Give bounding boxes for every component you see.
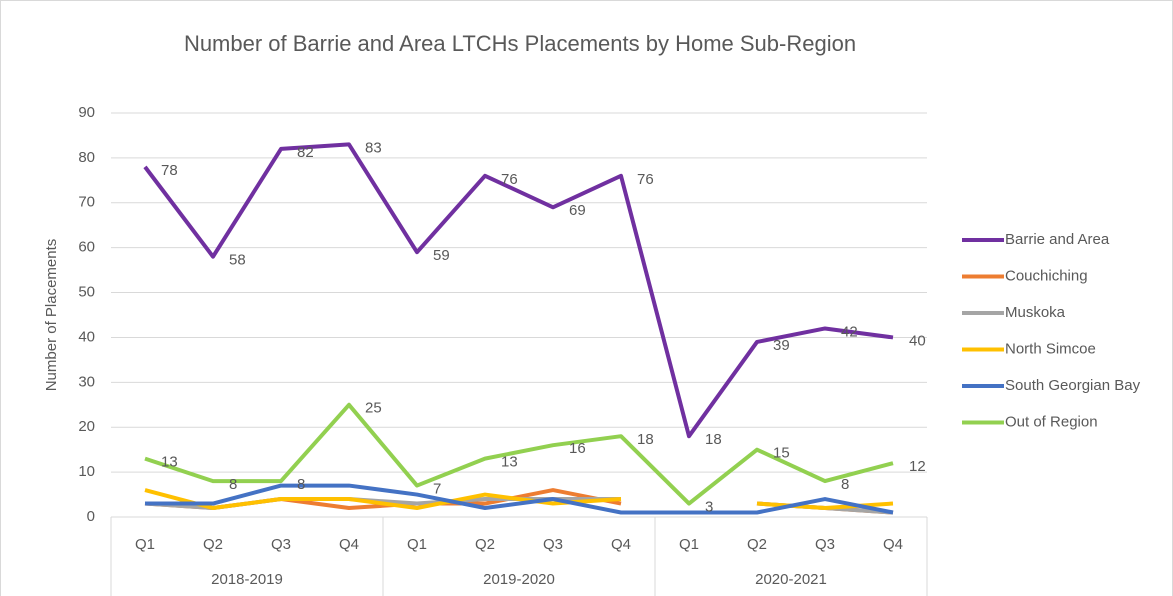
data-label: 8	[297, 476, 305, 493]
data-label: 7	[433, 481, 441, 498]
data-label: 39	[773, 337, 790, 354]
x-tick-label: Q1	[679, 536, 699, 553]
data-label: 40	[909, 332, 926, 349]
data-label: 8	[841, 476, 849, 493]
x-tick-label: Q4	[339, 536, 359, 553]
x-tick-label: Q4	[883, 536, 903, 553]
data-label: 59	[433, 247, 450, 264]
x-tick-label: Q3	[815, 536, 835, 553]
x-tick-label: Q3	[543, 536, 563, 553]
x-tick-label: Q1	[407, 536, 427, 553]
x-tick-label: Q2	[475, 536, 495, 553]
data-label: 13	[161, 454, 178, 471]
y-tick-label: 90	[78, 104, 95, 121]
x-tick-label: Q1	[135, 536, 155, 553]
x-tick-label: Q2	[747, 536, 767, 553]
legend-label: North Simcoe	[1005, 340, 1096, 357]
series-line	[144, 402, 894, 506]
x-tick-label: Q2	[203, 536, 223, 553]
y-axis-label: Number of Placements	[43, 239, 60, 392]
group-label: 2018-2019	[211, 571, 283, 588]
data-label: 3	[705, 499, 713, 516]
data-label: 18	[637, 431, 654, 448]
data-label: 13	[501, 454, 518, 471]
data-label: 83	[365, 139, 382, 156]
x-tick-label: Q4	[611, 536, 631, 553]
chart-title: Number of Barrie and Area LTCHs Placemen…	[184, 31, 856, 56]
legend-label: Out of Region	[1005, 413, 1098, 430]
legend-label: Muskoka	[1005, 304, 1066, 321]
legend-label: Barrie and Area	[1005, 231, 1110, 248]
data-label: 42	[841, 323, 858, 340]
y-tick-label: 20	[78, 418, 95, 435]
series-line	[143, 142, 894, 439]
x-tick-label: Q3	[271, 536, 291, 553]
legend-label: South Georgian Bay	[1005, 377, 1141, 394]
y-tick-label: 30	[78, 373, 95, 390]
data-label: 76	[637, 171, 654, 188]
data-label: 69	[569, 202, 586, 219]
y-tick-label: 40	[78, 328, 95, 345]
y-tick-label: 0	[87, 508, 95, 525]
group-label: 2020-2021	[755, 571, 827, 588]
data-label: 25	[365, 400, 382, 417]
data-label: 12	[909, 458, 926, 475]
y-tick-label: 50	[78, 284, 95, 301]
y-tick-label: 10	[78, 463, 95, 480]
data-label: 16	[569, 440, 586, 457]
y-tick-label: 80	[78, 149, 95, 166]
y-tick-label: 70	[78, 194, 95, 211]
group-label: 2019-2020	[483, 571, 555, 588]
y-tick-label: 60	[78, 239, 95, 256]
data-label: 78	[161, 162, 178, 179]
data-label: 8	[229, 476, 237, 493]
series-line	[145, 483, 894, 515]
data-label: 58	[229, 252, 246, 269]
data-label: 18	[705, 431, 722, 448]
legend-label: Couchiching	[1005, 267, 1088, 284]
data-label: 15	[773, 445, 790, 462]
data-label: 76	[501, 171, 518, 188]
data-label: 82	[297, 144, 314, 161]
